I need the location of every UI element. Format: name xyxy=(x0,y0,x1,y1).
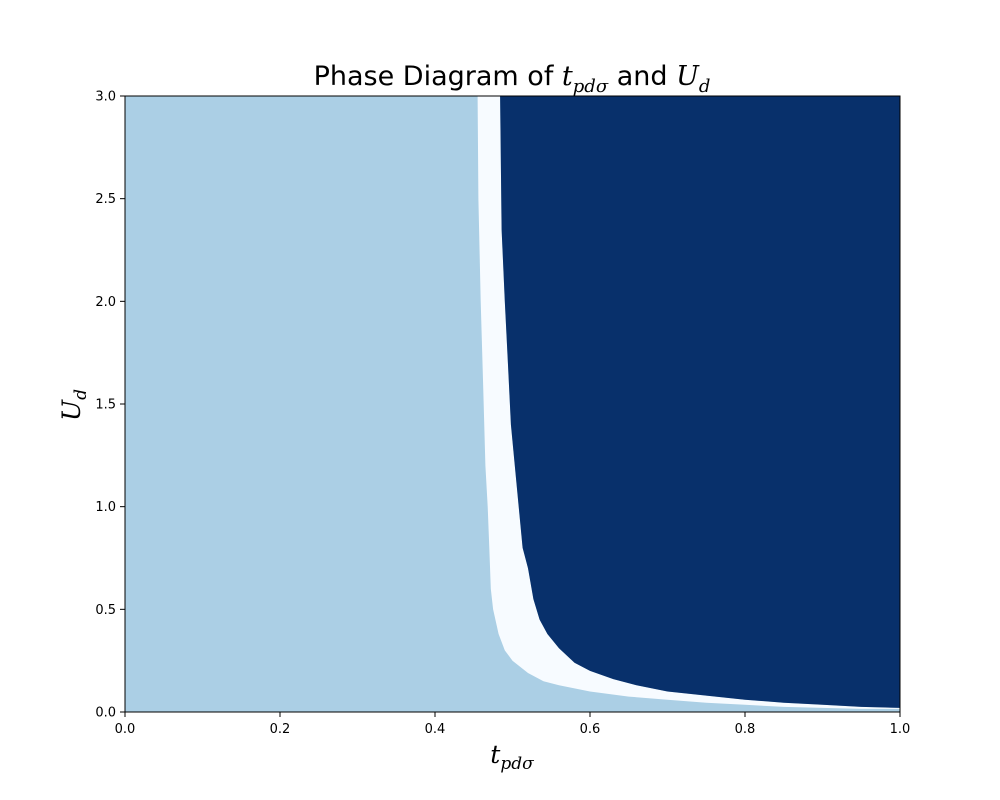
region-high-phase xyxy=(500,96,900,708)
region-boundary-phase xyxy=(477,96,900,709)
x-tick-label: 0.4 xyxy=(425,722,446,737)
y-tick-label: 2.5 xyxy=(95,192,116,207)
plot-area xyxy=(124,95,901,713)
x-tick-label: 0.6 xyxy=(580,722,601,737)
y-tick-label: 2.0 xyxy=(95,295,116,310)
x-axis-ticks: 0.0 0.2 0.4 0.6 0.8 1.0 xyxy=(115,712,911,737)
x-tick-label: 0.0 xyxy=(115,722,136,737)
y-axis-label: Ud xyxy=(57,389,91,421)
y-tick-label: 0.5 xyxy=(95,603,116,618)
x-tick-label: 0.2 xyxy=(270,722,291,737)
x-tick-label: 1.0 xyxy=(890,722,911,737)
x-axis-label: tpdσ xyxy=(490,740,534,774)
y-tick-label: 1.0 xyxy=(95,500,116,515)
x-tick-label: 0.8 xyxy=(735,722,756,737)
y-tick-label: 1.5 xyxy=(95,398,116,413)
y-axis-ticks: 0.0 0.5 1.0 1.5 2.0 2.5 3.0 xyxy=(95,90,125,721)
y-tick-label: 0.0 xyxy=(95,706,116,721)
y-tick-label: 3.0 xyxy=(95,90,116,105)
chart-title: Phase Diagram of tpdσ and Ud xyxy=(314,61,711,97)
